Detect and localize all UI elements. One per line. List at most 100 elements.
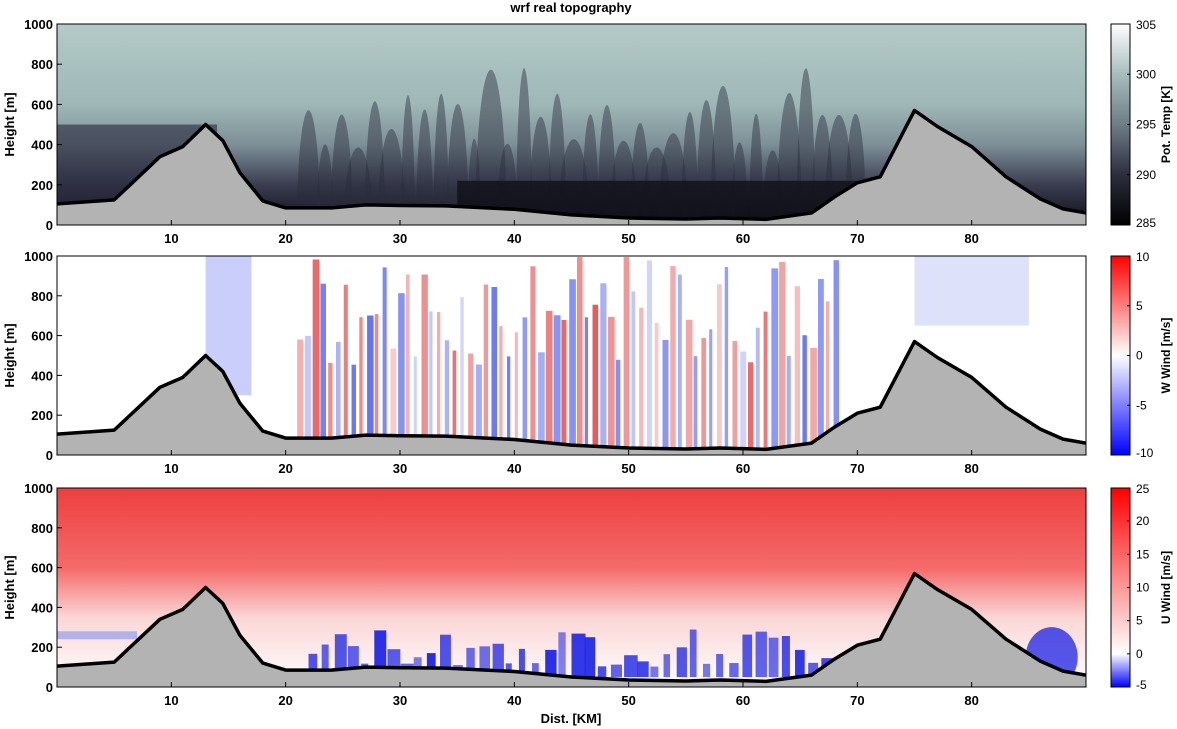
y-tick-label: 0 [46, 218, 53, 233]
w-streak [646, 260, 653, 455]
u-reverse-patch [637, 661, 649, 678]
y-tick-label: 200 [31, 178, 53, 193]
w-streak [452, 350, 457, 455]
w-streak [398, 293, 405, 455]
temp-plume [364, 101, 385, 225]
w-streak [569, 279, 576, 455]
colorbar-tick-label: 300 [1136, 67, 1156, 81]
u-reverse-patch [518, 648, 525, 678]
u-reverse-patch [663, 654, 670, 678]
x-tick-label: 30 [393, 693, 407, 708]
u-reverse-patch [755, 631, 767, 678]
w-streak [421, 274, 428, 455]
u-reverse-patch [466, 647, 475, 678]
w-streak [545, 310, 553, 455]
x-axis-label: Dist. [KM] [541, 711, 602, 726]
temp-plume [433, 93, 449, 225]
w-streak [724, 266, 729, 455]
u-reverse-patch [479, 646, 491, 678]
w-streak [437, 312, 441, 455]
y-tick-label: 800 [31, 289, 53, 304]
w-streak [359, 317, 363, 455]
w-streak [304, 335, 311, 455]
w-streak [794, 286, 801, 455]
w-streak [335, 341, 341, 455]
x-tick-label: 80 [964, 231, 978, 246]
y-axis-label: Height [m] [2, 92, 17, 156]
w-streak [623, 257, 630, 455]
u-reverse-patch [729, 663, 739, 678]
topography-line [57, 108, 1086, 222]
x-tick-label: 80 [964, 693, 978, 708]
w-streak [755, 327, 760, 455]
w-streak [475, 364, 482, 455]
plot-area [57, 488, 1086, 687]
temp-plume [377, 128, 406, 225]
w-streak [320, 283, 326, 455]
y-tick-label: 600 [31, 329, 53, 344]
w-streak [786, 356, 791, 455]
u-reverse-patch [624, 655, 638, 678]
w-streak [818, 278, 824, 455]
topography-line [57, 571, 1086, 684]
w-streak [351, 364, 356, 455]
x-tick-label: 30 [393, 461, 407, 476]
w-streak [491, 286, 498, 455]
y-axis-label: Height [m] [2, 555, 17, 619]
w-streak [343, 284, 348, 455]
colorbar-tick-label: -10 [1136, 446, 1154, 460]
w-streak [615, 359, 621, 455]
x-tick-label: 50 [621, 231, 635, 246]
w-streak [740, 351, 747, 455]
colorbar-tick-label: 295 [1136, 118, 1156, 132]
colorbar-tick-label: 305 [1136, 18, 1156, 32]
w-streak [576, 257, 583, 455]
w-streak [771, 268, 779, 455]
w-streak [561, 319, 567, 455]
colorbar-tick-label: 10 [1136, 581, 1150, 595]
u-reverse-patch [492, 643, 504, 678]
y-tick-label: 200 [31, 640, 53, 655]
y-tick-label: 1000 [24, 17, 53, 32]
x-tick-label: 30 [393, 231, 407, 246]
downdraft-region [914, 256, 1029, 326]
w-streak [514, 332, 518, 455]
x-tick-label: 20 [278, 231, 292, 246]
x-tick-label: 50 [621, 693, 635, 708]
temp-plume [401, 95, 415, 225]
x-tick-label: 10 [164, 461, 178, 476]
x-tick-label: 80 [964, 461, 978, 476]
x-tick-label: 40 [507, 461, 521, 476]
y-tick-label: 0 [46, 448, 53, 463]
temp-plume [316, 144, 334, 225]
w-streak [429, 311, 433, 455]
w-streak [802, 335, 807, 455]
x-tick-label: 70 [850, 231, 864, 246]
y-tick-label: 600 [31, 561, 53, 576]
w-streak [670, 266, 676, 455]
w-streak [374, 314, 379, 455]
axes-frame [56, 487, 1087, 688]
topography-line [57, 339, 1086, 452]
w-streak [709, 329, 713, 455]
u-reverse-patch [610, 664, 622, 678]
w-streak [810, 348, 817, 455]
w-streak [608, 316, 615, 455]
w-streak [678, 274, 682, 455]
u-reverse-patch [334, 634, 347, 678]
w-streak [748, 362, 754, 455]
x-tick-label: 70 [850, 461, 864, 476]
y-tick-label: 400 [31, 138, 53, 153]
y-tick-label: 800 [31, 57, 53, 72]
plot-area [57, 256, 1086, 455]
u-reverse-patch [768, 637, 779, 678]
u-reverse-patch [584, 637, 596, 678]
x-tick-label: 60 [736, 461, 750, 476]
colorbar-tick-label: -5 [1136, 398, 1147, 412]
w-streak [390, 348, 397, 455]
u-reverse-patch [571, 633, 586, 678]
w-streak [444, 340, 450, 455]
w-streak [297, 339, 304, 455]
